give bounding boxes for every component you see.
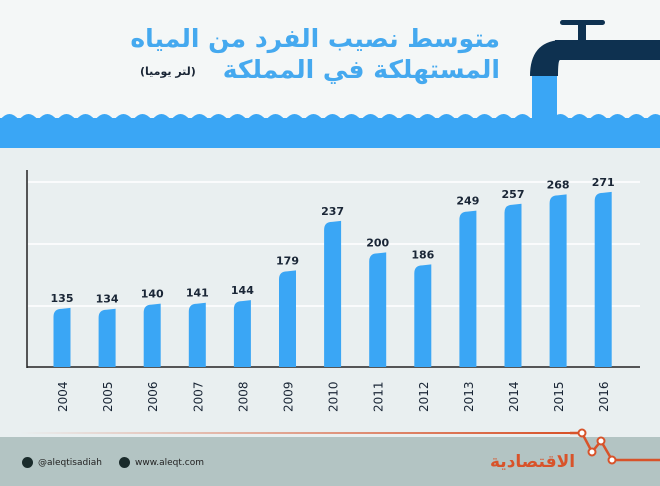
bar-2006 — [143, 303, 161, 367]
bar-2009 — [279, 270, 296, 367]
website-link[interactable]: www.aleqt.com — [135, 458, 204, 468]
footer — [0, 437, 660, 486]
water-stream — [532, 76, 557, 122]
bar-2015 — [549, 194, 567, 367]
web-icon[interactable] — [119, 457, 130, 468]
accent-line — [20, 432, 570, 434]
x-tick-label: 2015 — [552, 381, 566, 412]
bar-2014 — [504, 203, 522, 367]
bar-2007 — [188, 302, 206, 367]
logo: الاقتصادية — [490, 452, 576, 472]
bar-2010 — [324, 220, 342, 367]
x-tick-label: 2006 — [146, 381, 160, 412]
title-line-2: المستهلكة في المملكة — [222, 55, 500, 84]
data-label: 186 — [411, 248, 434, 261]
unit-label: (لتر يوميا) — [140, 65, 196, 78]
data-label: 141 — [186, 287, 209, 300]
x-tick-label: 2005 — [101, 381, 115, 412]
x-tick-label: 2004 — [56, 381, 70, 412]
x-tick-label: 2008 — [236, 381, 250, 412]
twitter-handle[interactable]: @aleqtisadiah — [38, 458, 102, 468]
x-tick-label: 2010 — [327, 381, 341, 412]
x-tick-label: 2016 — [597, 381, 611, 412]
bar-2005 — [98, 308, 116, 367]
data-label: 268 — [547, 178, 570, 191]
twitter-icon[interactable] — [22, 457, 33, 468]
logo-line-icon — [570, 428, 660, 465]
data-label: 179 — [276, 254, 299, 267]
bar-2011 — [369, 252, 387, 367]
bar-2012 — [414, 264, 432, 367]
x-tick-label: 2012 — [417, 381, 431, 412]
faucet-stem — [578, 20, 586, 42]
x-tick-label: 2007 — [191, 381, 205, 412]
faucet-spout — [530, 40, 560, 76]
x-tick-label: 2011 — [372, 381, 386, 412]
data-label: 249 — [456, 195, 479, 208]
data-label: 144 — [231, 284, 254, 297]
data-label: 271 — [592, 176, 615, 189]
bar-2008 — [233, 300, 251, 367]
bar-2013 — [459, 210, 477, 367]
x-tick-label: 2014 — [507, 381, 521, 412]
faucet-body — [555, 40, 660, 60]
x-tick-label: 2009 — [282, 381, 296, 412]
x-tick-label: 2013 — [462, 381, 476, 412]
title-line-1: متوسط نصيب الفرد من المياه — [130, 24, 500, 53]
data-label: 200 — [366, 236, 389, 249]
data-label: 237 — [321, 205, 344, 218]
data-label: 140 — [141, 288, 164, 301]
data-label: 257 — [502, 188, 525, 201]
data-label: 135 — [51, 292, 74, 305]
bar-2004 — [53, 307, 71, 367]
data-label: 134 — [96, 293, 119, 306]
water-band — [0, 118, 660, 148]
bar-chart: 135 134 140 141 144 179 237 200 186 249 257 268 271 2… — [26, 170, 640, 412]
bar-2016 — [594, 191, 612, 367]
